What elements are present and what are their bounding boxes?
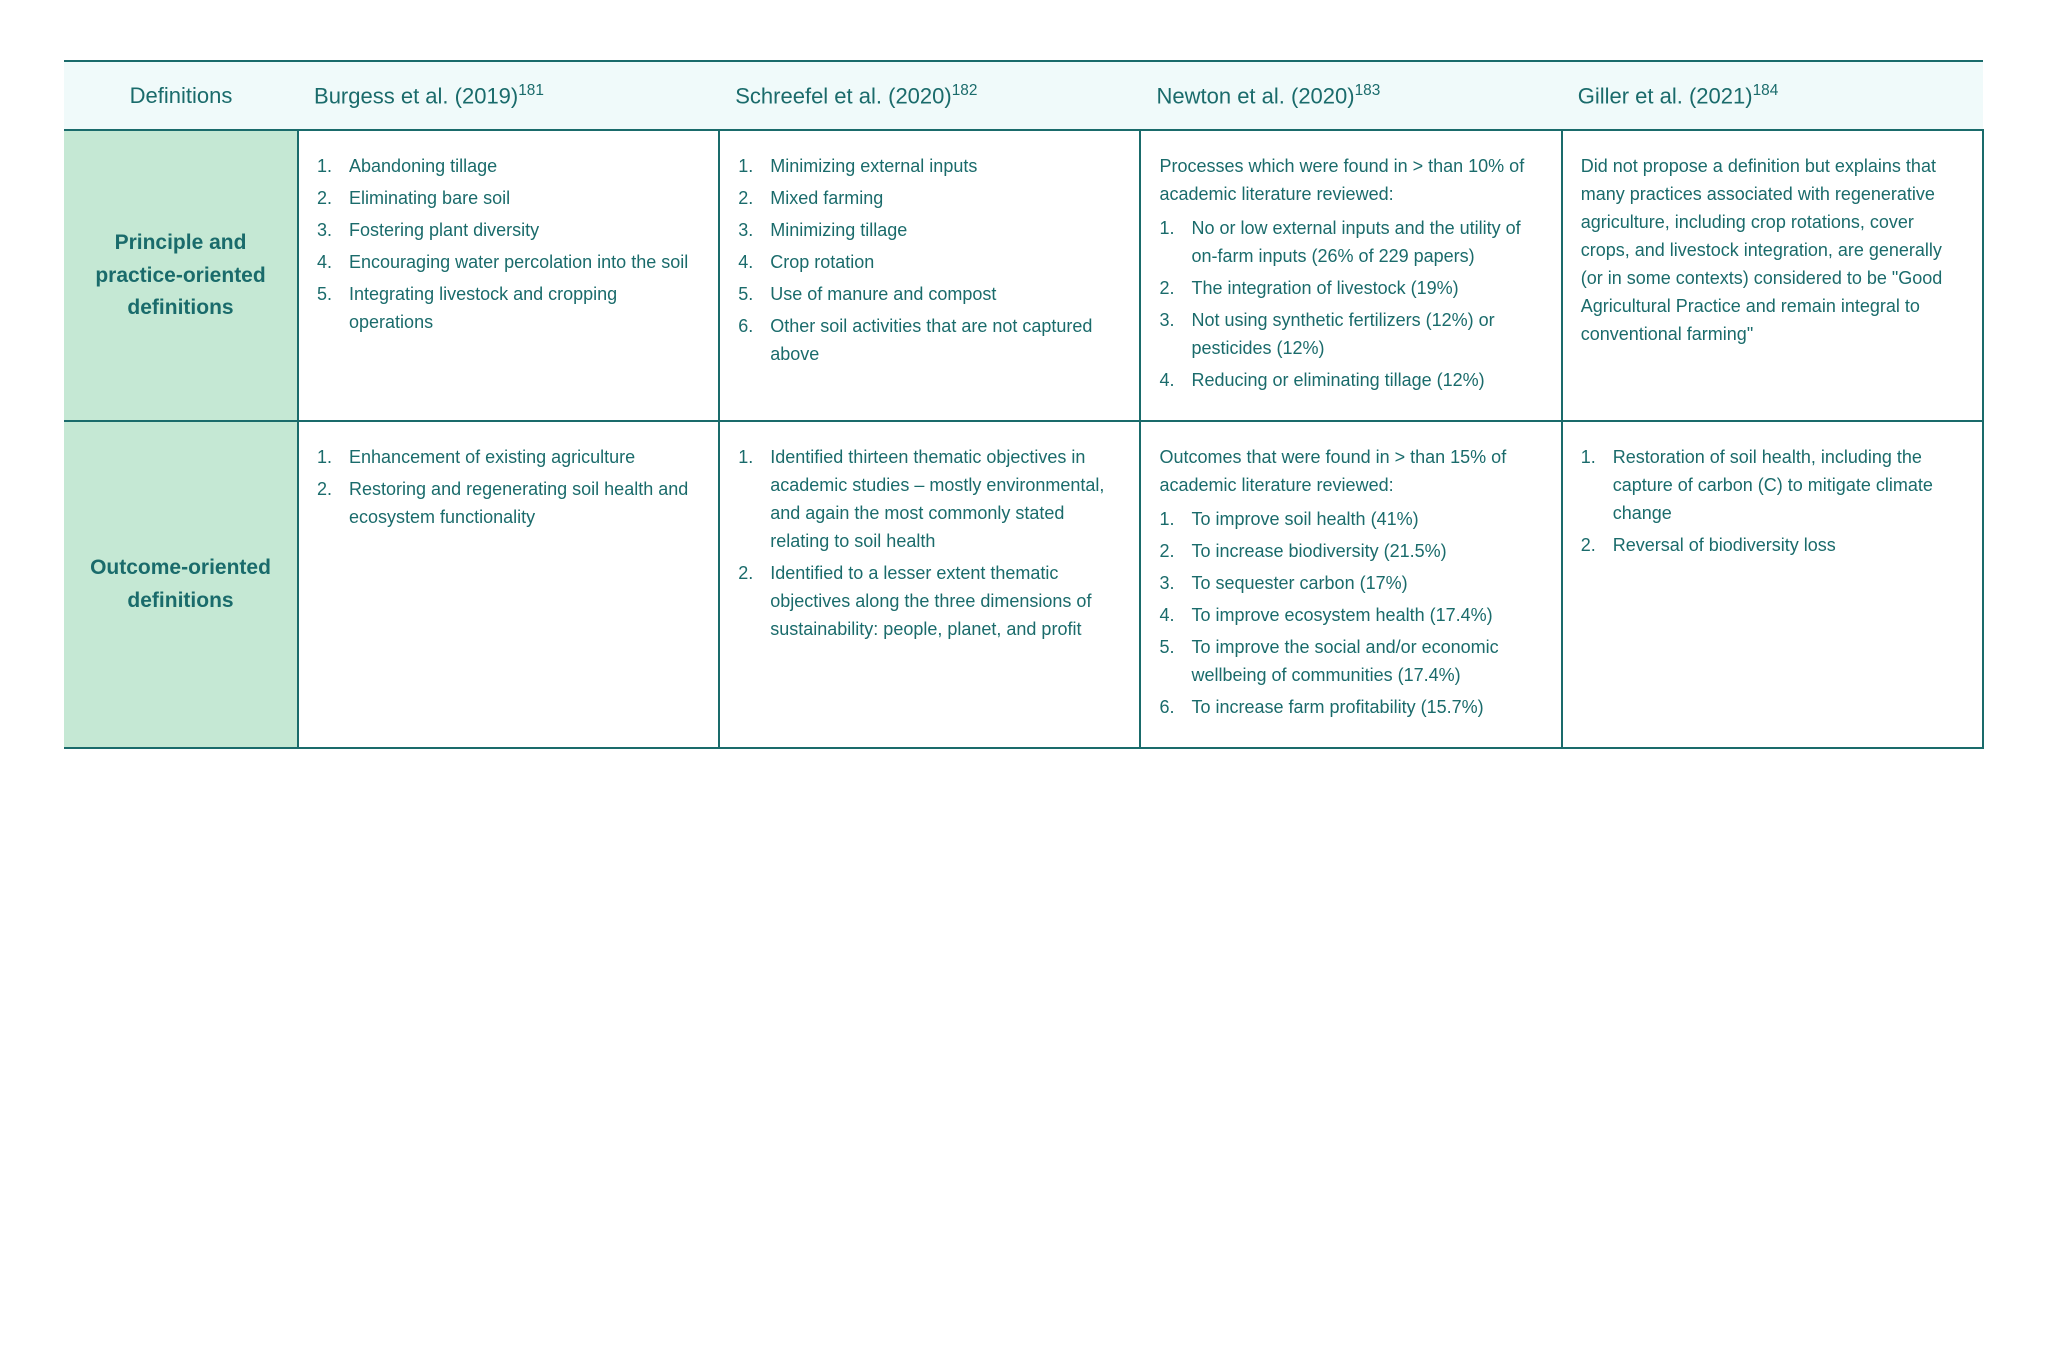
header-row: DefinitionsBurgess et al. (2019)181Schre… <box>64 61 1983 130</box>
list-item: To increase biodiversity (21.5%) <box>1159 538 1542 566</box>
list-item: Identified to a lesser extent thematic o… <box>738 560 1121 644</box>
header-source: Schreefel et al. (2020)182 <box>719 61 1140 130</box>
definitions-table-container: DefinitionsBurgess et al. (2019)181Schre… <box>64 60 1984 749</box>
list-item: Crop rotation <box>738 249 1121 277</box>
list-item: Reducing or eliminating tillage (12%) <box>1159 367 1542 395</box>
list-item: To improve the social and/or economic we… <box>1159 634 1542 690</box>
list-item: The integration of livestock (19%) <box>1159 275 1542 303</box>
citation-sup: 184 <box>1753 82 1779 99</box>
header-source: Burgess et al. (2019)181 <box>298 61 719 130</box>
list-item: Fostering plant diversity <box>317 217 700 245</box>
list-item: Minimizing tillage <box>738 217 1121 245</box>
list-item: Restoring and regenerating soil health a… <box>317 476 700 532</box>
cell-intro: Did not propose a definition but explain… <box>1581 153 1964 348</box>
data-cell: Abandoning tillage Eliminating bare soil F… <box>298 130 719 421</box>
cell-list: Restoration of soil health, including th… <box>1581 444 1964 560</box>
list-item: No or low external inputs and the utilit… <box>1159 215 1542 271</box>
cell-intro: Processes which were found in > than 10%… <box>1159 153 1542 209</box>
list-item: To improve ecosystem health (17.4%) <box>1159 602 1542 630</box>
header-label: Newton et al. (2020) <box>1156 83 1354 108</box>
cell-list: Abandoning tillage Eliminating bare soil F… <box>317 153 700 336</box>
table-body: Principle and practice-oriented definiti… <box>64 130 1983 748</box>
list-item: Use of manure and compost <box>738 281 1121 309</box>
data-cell: Minimizing external inputs Mixed farming M… <box>719 130 1140 421</box>
data-cell: Enhancement of existing agriculture Resto… <box>298 421 719 748</box>
citation-sup: 181 <box>518 82 544 99</box>
data-cell: Identified thirteen thematic objectives … <box>719 421 1140 748</box>
table-row: Principle and practice-oriented definiti… <box>64 130 1983 421</box>
list-item: To increase farm profitability (15.7%) <box>1159 694 1542 722</box>
cell-list: To improve soil health (41%) To increase … <box>1159 506 1542 721</box>
list-item: Abandoning tillage <box>317 153 700 181</box>
row-label: Principle and practice-oriented definiti… <box>64 130 298 421</box>
row-label: Outcome-oriented definitions <box>64 421 298 748</box>
citation-sup: 183 <box>1355 82 1381 99</box>
list-item: Restoration of soil health, including th… <box>1581 444 1964 528</box>
list-item: Not using synthetic fertilizers (12%) or… <box>1159 307 1542 363</box>
header-definitions: Definitions <box>64 61 298 130</box>
header-source: Newton et al. (2020)183 <box>1140 61 1561 130</box>
data-cell: Did not propose a definition but explain… <box>1562 130 1983 421</box>
header-source: Giller et al. (2021)184 <box>1562 61 1983 130</box>
list-item: Minimizing external inputs <box>738 153 1121 181</box>
cell-list: Identified thirteen thematic objectives … <box>738 444 1121 643</box>
table-row: Outcome-oriented definitionsEnhancement … <box>64 421 1983 748</box>
list-item: Encouraging water percolation into the s… <box>317 249 700 277</box>
list-item: Identified thirteen thematic objectives … <box>738 444 1121 556</box>
cell-list: Minimizing external inputs Mixed farming M… <box>738 153 1121 368</box>
definitions-table: DefinitionsBurgess et al. (2019)181Schre… <box>64 60 1984 749</box>
list-item: To improve soil health (41%) <box>1159 506 1542 534</box>
data-cell: Outcomes that were found in > than 15% o… <box>1140 421 1561 748</box>
header-label: Giller et al. (2021) <box>1578 83 1753 108</box>
list-item: Enhancement of existing agriculture <box>317 444 700 472</box>
cell-intro: Outcomes that were found in > than 15% o… <box>1159 444 1542 500</box>
cell-list: Enhancement of existing agriculture Resto… <box>317 444 700 532</box>
citation-sup: 182 <box>952 82 978 99</box>
list-item: To sequester carbon (17%) <box>1159 570 1542 598</box>
header-label: Definitions <box>130 83 233 108</box>
cell-list: No or low external inputs and the utilit… <box>1159 215 1542 394</box>
data-cell: Restoration of soil health, including th… <box>1562 421 1983 748</box>
list-item: Mixed farming <box>738 185 1121 213</box>
table-header: DefinitionsBurgess et al. (2019)181Schre… <box>64 61 1983 130</box>
list-item: Other soil activities that are not captu… <box>738 313 1121 369</box>
header-label: Schreefel et al. (2020) <box>735 83 951 108</box>
list-item: Reversal of biodiversity loss <box>1581 532 1964 560</box>
list-item: Integrating livestock and cropping opera… <box>317 281 700 337</box>
data-cell: Processes which were found in > than 10%… <box>1140 130 1561 421</box>
header-label: Burgess et al. (2019) <box>314 83 518 108</box>
list-item: Eliminating bare soil <box>317 185 700 213</box>
